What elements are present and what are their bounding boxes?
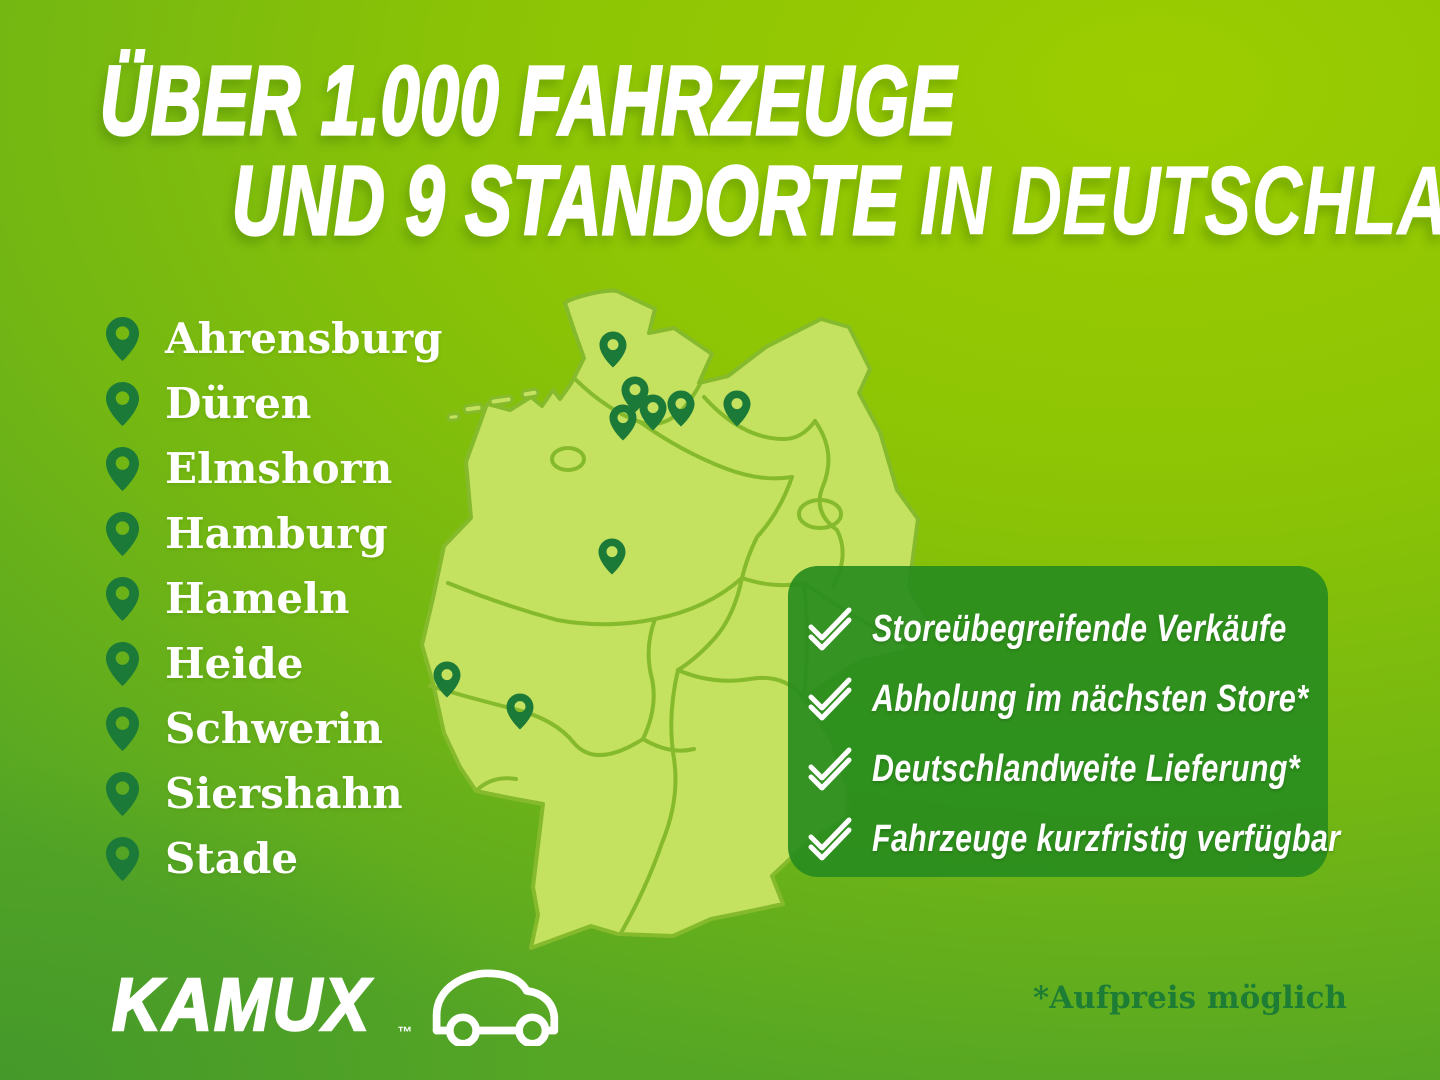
benefit-label: Abholung im nächsten Store* xyxy=(872,678,1309,720)
benefit-row: Storeübegreifende Verkäufe xyxy=(806,594,1308,664)
location-label: Hamburg xyxy=(165,508,388,558)
benefit-row: Fahrzeuge kurzfristig verfügbar xyxy=(806,804,1340,874)
location-label: Hameln xyxy=(165,573,350,623)
store-location-list: Ahrensburg Düren Elmshorn Hamburg Hameln… xyxy=(106,306,443,891)
benefit-row: Deutschlandweite Lieferung* xyxy=(806,734,1308,804)
list-item: Schwerin xyxy=(106,696,443,761)
brand-logo: KAMUX ™ xyxy=(111,963,562,1046)
location-pin-icon xyxy=(106,511,139,556)
price-footnote: *Aufpreis möglich xyxy=(1032,980,1347,1016)
double-check-icon xyxy=(808,677,852,721)
benefits-panel: Storeübegreifende Verkäufe Abholung im n… xyxy=(788,566,1340,877)
location-pin-icon xyxy=(106,706,139,751)
benefit-label: Fahrzeuge kurzfristig verfügbar xyxy=(872,818,1341,860)
headline-line-2-strong: UND 9 STANDORTE xyxy=(231,146,900,255)
headline-line-2-light: IN DEUTSCHLAND xyxy=(919,146,1440,255)
location-pin-icon xyxy=(106,381,139,426)
headline-line-2: UND 9 STANDORTE IN DEUTSCHLAND xyxy=(231,150,1440,250)
north-sea-islands xyxy=(446,387,540,422)
double-check-icon xyxy=(808,817,852,861)
berlin-outline xyxy=(797,498,843,530)
location-pin-icon xyxy=(106,836,139,881)
location-label: Stade xyxy=(165,833,299,883)
location-label: Schwerin xyxy=(165,703,383,753)
benefit-label: Storeübegreifende Verkäufe xyxy=(872,608,1287,650)
list-item: Elmshorn xyxy=(106,436,443,501)
headline-line-1: ÜBER 1.000 FAHRZEUGE xyxy=(99,46,957,155)
double-check-icon xyxy=(808,747,852,791)
double-check-icon xyxy=(808,607,852,651)
benefit-row: Abholung im nächsten Store* xyxy=(806,664,1308,734)
location-label: Ahrensburg xyxy=(165,313,443,363)
location-pin-icon xyxy=(106,641,139,686)
location-label: Düren xyxy=(165,378,312,428)
trademark-symbol: ™ xyxy=(397,1024,413,1041)
bremen-outline xyxy=(550,446,586,472)
location-pin-icon xyxy=(106,771,139,816)
location-pin-icon xyxy=(106,316,139,361)
location-label: Siershahn xyxy=(165,768,403,818)
location-label: Heide xyxy=(165,638,304,688)
list-item: Düren xyxy=(106,371,443,436)
list-item: Heide xyxy=(106,631,443,696)
benefit-label: Deutschlandweite Lieferung* xyxy=(872,748,1301,790)
list-item: Siershahn xyxy=(106,761,443,826)
location-pin-icon xyxy=(106,576,139,621)
location-label: Elmshorn xyxy=(165,443,393,493)
location-pin-icon xyxy=(106,446,139,491)
list-item: Hamburg xyxy=(106,501,443,566)
list-item: Stade xyxy=(106,826,443,891)
car-icon xyxy=(433,969,559,1046)
list-item: Ahrensburg xyxy=(106,306,443,371)
kamux-wordmark: KAMUX xyxy=(111,963,371,1046)
list-item: Hameln xyxy=(106,566,443,631)
